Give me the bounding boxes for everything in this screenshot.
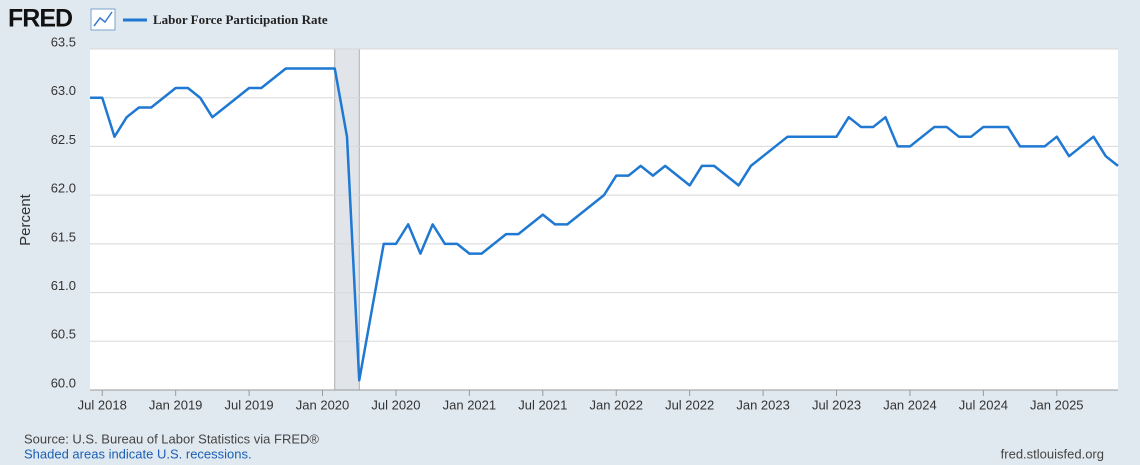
- y-tick-label: 61.5: [51, 229, 76, 244]
- x-tick-label: Jul 2020: [371, 397, 420, 412]
- y-tick-label: 63.5: [51, 34, 76, 49]
- x-tick-label: Jul 2022: [665, 397, 714, 412]
- y-axis-label: Percent: [17, 193, 34, 246]
- x-tick-label: Jan 2022: [589, 397, 643, 412]
- site: fred.stlouisfed.org: [1001, 446, 1104, 461]
- x-tick-label: Jan 2023: [736, 397, 790, 412]
- x-tick-label: Jan 2020: [296, 397, 350, 412]
- y-tick-label: 63.0: [51, 83, 76, 98]
- recession-band: [334, 48, 360, 391]
- x-tick-label: Jul 2024: [959, 397, 1008, 412]
- logo: FRED: [8, 5, 72, 33]
- x-tick-label: Jul 2023: [812, 397, 861, 412]
- x-tick-label: Jan 2019: [149, 397, 203, 412]
- source: Source: U.S. Bureau of Labor Statistics …: [24, 431, 319, 446]
- x-tick-label: Jul 2019: [225, 397, 274, 412]
- plot-area: [90, 49, 1118, 390]
- data-line: [90, 67, 1119, 382]
- recession-note: Shaded areas indicate U.S. recessions.: [24, 446, 252, 461]
- y-tick-label: 60.5: [51, 327, 76, 342]
- x-tick-label: Jan 2025: [1030, 397, 1084, 412]
- x-tick-label: Jul 2018: [78, 397, 127, 412]
- x-tick-label: Jan 2024: [883, 397, 937, 412]
- y-tick-label: 62.0: [51, 181, 76, 196]
- x-tick-label: Jan 2021: [443, 397, 497, 412]
- y-tick-label: 62.5: [51, 132, 76, 147]
- y-tick-label: 60.0: [51, 375, 76, 390]
- legend-label: Labor Force Participation Rate: [153, 12, 328, 27]
- y-tick-label: 61.0: [51, 278, 76, 293]
- x-tick-label: Jul 2021: [518, 397, 567, 412]
- logo-icon: [90, 8, 116, 31]
